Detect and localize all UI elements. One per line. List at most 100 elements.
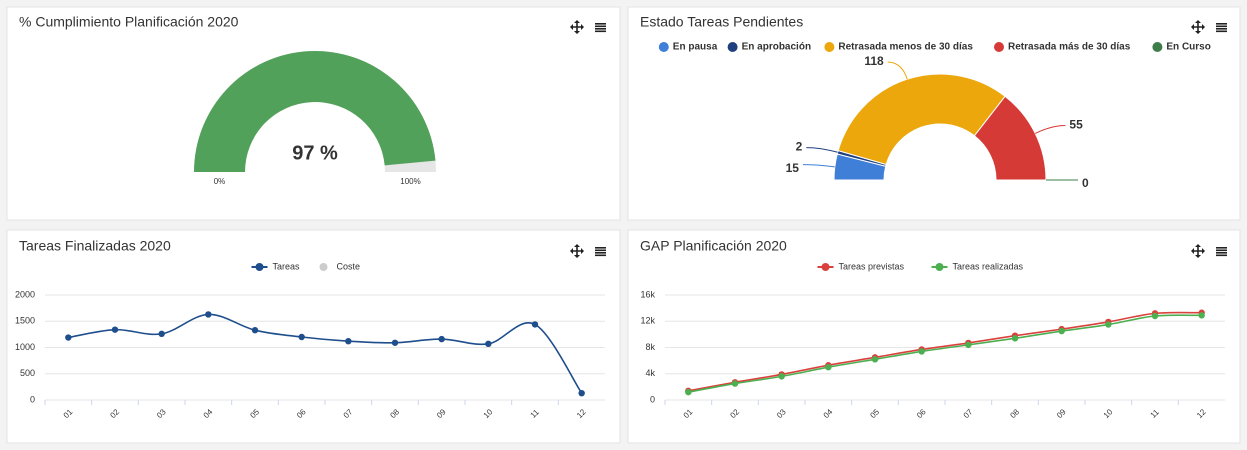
menu-icon[interactable] (595, 247, 606, 257)
legend-marker (319, 263, 328, 271)
legend-marker (1152, 42, 1163, 52)
data-point (345, 338, 352, 345)
menu-bar (1216, 247, 1227, 249)
move-arrows (1191, 244, 1205, 258)
data-label: 2 (796, 140, 803, 154)
data-point (531, 321, 539, 328)
data-label: 15 (786, 161, 800, 175)
series-line (688, 314, 1202, 393)
y-tick-label: 4k (645, 368, 655, 378)
data-point (778, 373, 785, 380)
y-tick-label: 1500 (15, 316, 35, 326)
data-point (871, 356, 879, 363)
legend-label: Tareas (273, 261, 301, 271)
y-tick-label: 500 (20, 368, 35, 378)
move-icon[interactable] (1191, 244, 1205, 258)
label-leader (1035, 125, 1066, 134)
panel (6, 229, 621, 444)
data-point (578, 389, 585, 397)
move-icon[interactable] (570, 244, 584, 258)
chart-title: % Cumplimiento Planificación 2020 (19, 14, 239, 30)
menu-bar (595, 28, 606, 30)
data-point (918, 348, 925, 355)
legend-marker (727, 42, 738, 52)
data-label: 118 (864, 54, 884, 68)
label-leader (806, 147, 838, 153)
y-tick-label: 16k (640, 289, 655, 299)
legend-marker (255, 263, 264, 271)
move-arrows (570, 244, 584, 258)
menu-bar (1216, 25, 1227, 28)
legend-label: Retrasada más de 30 días (1008, 42, 1131, 53)
label-leader (887, 61, 908, 80)
gauge-value (194, 51, 436, 172)
move-arrows (570, 20, 584, 34)
menu-bar (595, 254, 606, 257)
legend-label: Retrasada menos de 30 días (838, 42, 973, 53)
legend-marker (824, 42, 835, 52)
data-point (205, 311, 212, 318)
chart-title: GAP Planificación 2020 (640, 238, 787, 254)
menu-bar (595, 23, 606, 25)
gauge-tick-label: 0% (214, 177, 226, 186)
menu-icon[interactable] (595, 23, 606, 33)
y-tick-label: 2000 (15, 289, 35, 299)
legend-marker (658, 42, 669, 52)
legend-label: En pausa (673, 42, 718, 53)
menu-bar (1216, 28, 1227, 30)
data-point (1105, 321, 1112, 328)
panel (6, 6, 621, 221)
chart-title: Tareas Finalizadas 2020 (19, 238, 171, 254)
y-tick-label: 8k (645, 342, 655, 352)
data-point (65, 334, 72, 341)
gauge-label: 97 % (292, 142, 338, 164)
legend-marker (821, 263, 830, 271)
menu-icon[interactable] (1216, 247, 1227, 257)
data-point (1151, 312, 1159, 320)
data-point (111, 326, 119, 333)
menu-bar (595, 25, 606, 28)
menu-bar (1216, 30, 1227, 33)
legend-label: Tareas previstas (839, 261, 905, 271)
menu-bar (595, 252, 606, 254)
label-leader (802, 164, 835, 168)
series-line (688, 311, 1202, 392)
move-icon[interactable] (570, 20, 584, 34)
menu-icon[interactable] (1216, 23, 1227, 33)
data-label: 0 (1082, 176, 1089, 190)
data-point (251, 326, 259, 334)
data-label: 55 (1069, 118, 1083, 132)
data-point (485, 340, 492, 348)
legend-label: En aprobación (742, 42, 811, 53)
data-point (158, 330, 165, 338)
data-point (685, 388, 692, 396)
data-point (731, 380, 739, 387)
data-point (1058, 327, 1065, 335)
y-tick-label: 1000 (15, 342, 35, 352)
legend-label: En Curso (1166, 42, 1210, 53)
legend-marker (994, 42, 1004, 52)
data-point (965, 341, 972, 349)
legend-label: Coste (337, 261, 361, 271)
y-tick-label: 0 (30, 394, 35, 404)
menu-bar (595, 247, 606, 249)
data-point (298, 333, 305, 341)
menu-bar (1216, 23, 1227, 25)
panel (627, 229, 1241, 444)
data-point (391, 339, 399, 346)
menu-bar (1216, 252, 1227, 254)
move-arrows (1191, 20, 1205, 34)
menu-bar (595, 249, 606, 252)
menu-bar (1216, 249, 1227, 252)
data-point (1198, 312, 1205, 319)
data-point (825, 363, 832, 371)
move-icon[interactable] (1191, 20, 1205, 34)
legend-marker (935, 263, 944, 271)
y-tick-label: 0 (650, 394, 655, 404)
menu-bar (1216, 254, 1227, 257)
y-tick-label: 12k (640, 316, 655, 326)
data-point (438, 335, 445, 343)
legend-label: Tareas realizadas (953, 261, 1024, 271)
menu-bar (595, 30, 606, 33)
